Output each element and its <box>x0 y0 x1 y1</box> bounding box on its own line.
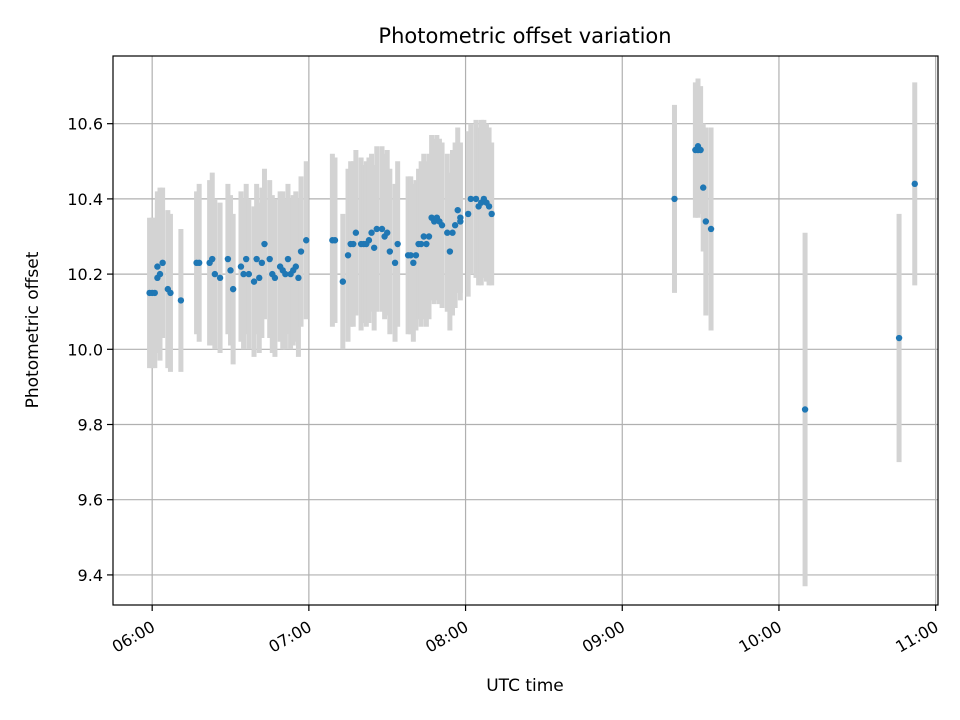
data-point <box>250 278 258 285</box>
data-point <box>227 267 234 274</box>
data-point <box>271 274 279 282</box>
data-point <box>417 240 425 248</box>
data-point <box>156 270 164 278</box>
data-point <box>444 229 451 236</box>
data-point <box>245 270 253 278</box>
data-point <box>282 270 289 278</box>
data-point <box>410 259 417 267</box>
data-point <box>151 289 158 297</box>
data-point <box>446 248 454 255</box>
y-axis-ticks: 9.4 9.6 9.8 10.0 10.2 10.4 10.6 <box>67 115 113 585</box>
data-point <box>391 259 399 267</box>
data-point <box>378 225 386 233</box>
data-point <box>209 255 216 263</box>
data-points <box>146 143 918 413</box>
y-tick-label: 10.0 <box>67 340 103 359</box>
data-point <box>485 203 493 210</box>
data-point <box>425 233 433 240</box>
data-point <box>240 270 247 278</box>
data-point <box>464 210 472 218</box>
data-point <box>373 225 380 233</box>
data-point <box>216 274 224 282</box>
x-axis-label: UTC time <box>486 676 564 696</box>
data-point <box>697 146 704 154</box>
data-point <box>671 195 678 203</box>
data-point <box>394 240 401 248</box>
data-point <box>472 195 480 203</box>
y-tick-label: 10.6 <box>67 115 103 134</box>
data-point <box>195 259 203 267</box>
data-point <box>237 263 245 270</box>
data-point <box>256 274 263 282</box>
data-point <box>702 218 710 225</box>
data-point <box>292 263 300 270</box>
data-point <box>261 240 268 248</box>
data-point <box>350 240 357 248</box>
data-point <box>457 218 464 225</box>
data-point <box>407 252 414 259</box>
y-tick-label: 9.4 <box>78 566 103 585</box>
data-point <box>352 229 360 236</box>
data-point <box>451 222 459 229</box>
y-tick-label: 10.4 <box>67 190 103 209</box>
data-point <box>242 255 250 263</box>
data-point <box>449 229 456 236</box>
data-point <box>339 278 347 285</box>
data-point <box>284 255 292 263</box>
chart-title: Photometric offset variation <box>378 24 671 48</box>
y-tick-label: 9.8 <box>78 416 103 435</box>
data-point <box>370 244 378 251</box>
data-point <box>224 255 232 263</box>
data-point <box>253 255 260 263</box>
data-point <box>295 274 302 282</box>
data-point <box>297 248 305 255</box>
y-tick-label: 9.6 <box>78 491 103 510</box>
data-point <box>454 206 461 214</box>
data-point <box>438 222 446 229</box>
data-point <box>177 297 185 304</box>
data-point <box>368 229 375 236</box>
data-point <box>423 240 430 248</box>
y-tick-label: 10.2 <box>67 265 103 284</box>
y-axis-label: Photometric offset <box>23 251 43 408</box>
data-point <box>700 184 707 191</box>
data-point <box>303 237 310 244</box>
data-point <box>266 255 273 263</box>
data-point <box>331 237 339 244</box>
data-point <box>258 259 266 267</box>
data-point <box>211 270 219 278</box>
data-point <box>911 180 918 188</box>
data-point <box>344 252 352 259</box>
data-point <box>801 406 809 413</box>
data-point <box>386 248 394 255</box>
data-point <box>895 334 903 342</box>
data-point <box>229 285 237 293</box>
data-point <box>488 210 495 218</box>
data-point <box>384 229 391 236</box>
data-point <box>467 195 474 203</box>
data-point <box>420 233 427 240</box>
data-point <box>167 289 174 297</box>
data-point <box>159 259 166 267</box>
data-point <box>154 263 161 270</box>
data-point <box>365 237 373 244</box>
data-point <box>412 252 420 259</box>
plot-frame <box>112 55 939 606</box>
data-point <box>707 225 715 233</box>
